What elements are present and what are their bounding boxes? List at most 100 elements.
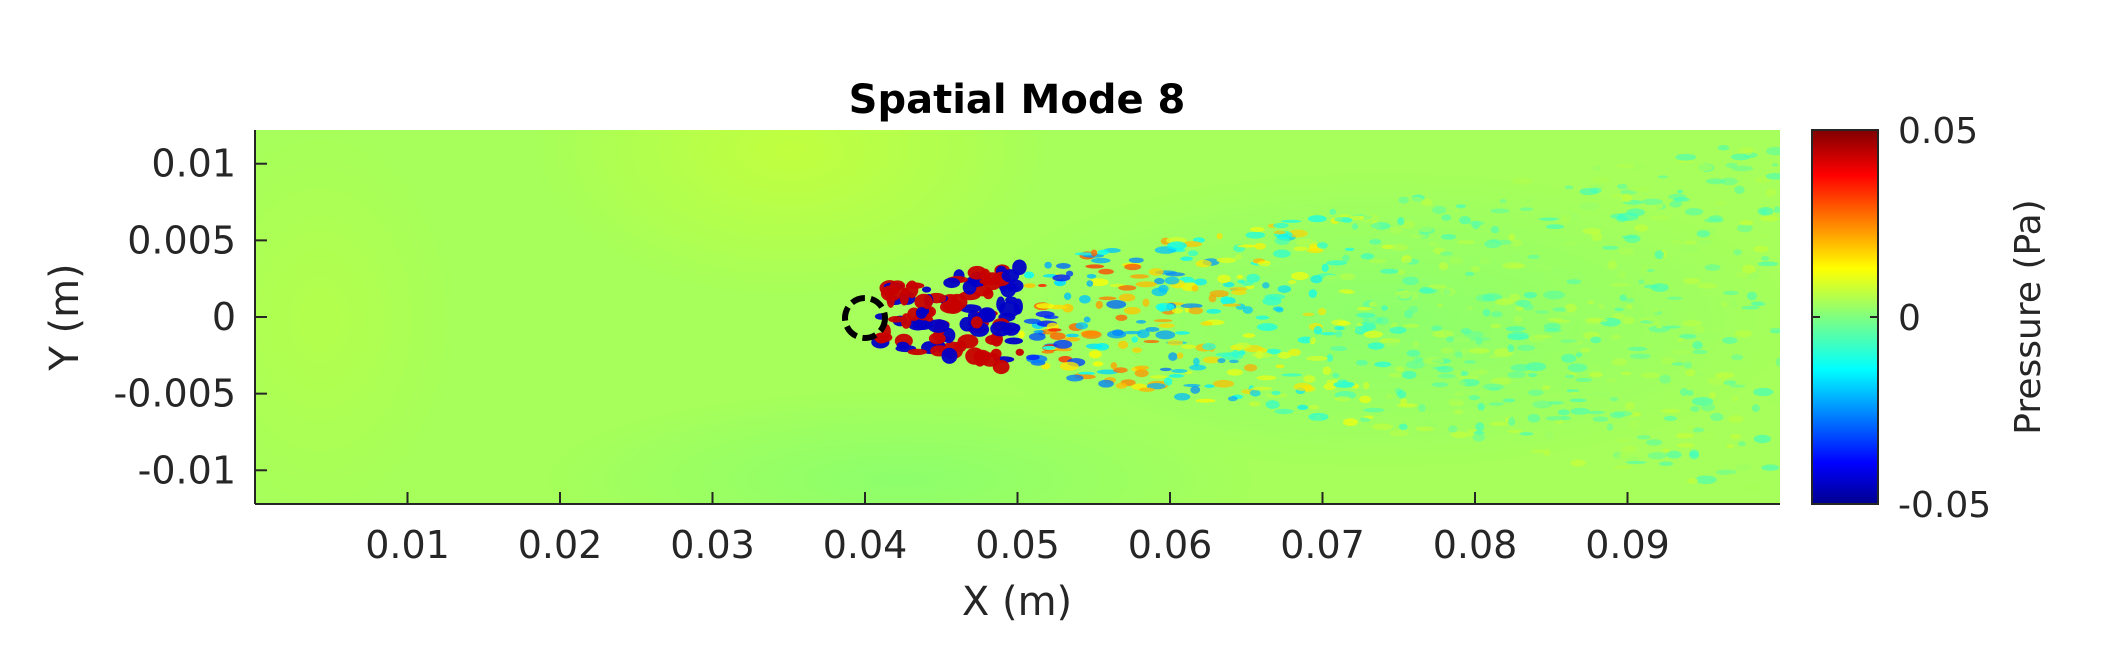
wake-fluctuation — [1257, 260, 1271, 267]
wake-fluctuation — [1187, 250, 1199, 257]
chart-title: Spatial Mode 8 — [849, 77, 1186, 123]
wake-fluctuation — [1679, 333, 1697, 339]
wake-fluctuation — [1552, 307, 1569, 312]
wake-fluctuation — [1567, 363, 1588, 373]
wake-fluctuation — [1408, 305, 1419, 314]
wake-fluctuation — [1134, 369, 1149, 378]
wake-fluctuation — [1538, 217, 1561, 221]
wake-fluctuation — [1566, 389, 1580, 393]
wake-fluctuation — [1115, 382, 1128, 389]
wake-fluctuation — [1721, 302, 1728, 307]
wake-fluctuation — [1356, 306, 1373, 311]
wake-fluctuation — [1028, 332, 1046, 341]
wake-fluctuation — [1455, 389, 1477, 395]
wake-fluctuation — [1165, 272, 1186, 277]
wake-fluctuation — [1158, 323, 1175, 328]
wake-fluctuation — [1334, 326, 1345, 331]
wake-fluctuation — [1402, 276, 1419, 286]
wake-fluctuation — [1753, 434, 1771, 444]
wake-fluctuation — [1363, 330, 1384, 339]
wake-fluctuation — [1426, 284, 1447, 289]
wake-fluctuation — [1088, 278, 1109, 287]
wake-fluctuation — [1001, 269, 1020, 283]
wake-fluctuation — [1735, 463, 1753, 472]
wake-fluctuation — [1128, 257, 1144, 264]
wake-fluctuation — [1271, 390, 1281, 396]
wake-fluctuation — [1586, 410, 1605, 415]
wake-fluctuation — [1746, 291, 1758, 301]
wake-fluctuation — [1418, 226, 1433, 233]
wake-fluctuation — [1490, 377, 1512, 385]
wake-fluctuation — [1134, 365, 1150, 370]
wake-fluctuation — [1132, 347, 1142, 353]
wake-fluctuation — [1142, 298, 1150, 307]
wake-fluctuation — [1507, 344, 1515, 353]
wake-fluctuation — [1257, 323, 1278, 332]
wake-fluctuation — [1523, 292, 1537, 299]
wake-fluctuation — [1389, 326, 1407, 334]
wake-fluctuation — [1131, 336, 1138, 343]
wake-fluctuation — [1691, 411, 1699, 416]
wake-fluctuation — [1297, 404, 1309, 410]
wake-fluctuation — [1565, 374, 1576, 379]
wake-fluctuation — [1640, 372, 1660, 379]
wake-fluctuation — [1489, 421, 1509, 427]
wake-fluctuation — [1505, 326, 1526, 332]
wake-fluctuation — [1273, 230, 1286, 235]
wake-fluctuation — [1405, 360, 1425, 369]
wake-fluctuation — [1664, 325, 1681, 329]
wake-fluctuation — [1235, 342, 1251, 349]
wake-fluctuation — [1339, 273, 1356, 281]
wake-fluctuation — [1587, 300, 1595, 305]
wake-fluctuation — [1309, 337, 1316, 345]
wake-fluctuation — [962, 280, 977, 295]
wake-fluctuation — [1564, 240, 1578, 246]
wake-fluctuation — [1036, 303, 1055, 309]
wake-fluctuation — [1419, 286, 1433, 294]
wake-fluctuation — [1451, 379, 1466, 388]
wake-fluctuation — [1086, 273, 1097, 279]
wake-fluctuation — [1397, 217, 1405, 226]
wake-fluctuation — [1078, 371, 1096, 376]
wake-fluctuation — [1389, 429, 1410, 437]
wake-fluctuation — [1669, 200, 1682, 208]
wake-fluctuation — [1350, 215, 1365, 221]
wake-fluctuation — [1351, 223, 1359, 230]
wake-fluctuation — [1560, 339, 1578, 344]
wake-fluctuation — [1273, 249, 1291, 258]
wake-fluctuation — [943, 277, 961, 289]
wake-fluctuation — [1477, 402, 1485, 411]
wake-fluctuation — [1063, 337, 1081, 342]
wake-fluctuation — [1343, 418, 1358, 426]
wake-fluctuation — [1629, 186, 1651, 192]
wake-fluctuation — [1436, 365, 1454, 373]
wake-fluctuation — [1765, 146, 1780, 156]
wake-fluctuation — [1018, 330, 1025, 339]
wake-pattern — [871, 145, 1780, 491]
wake-fluctuation — [1682, 312, 1698, 321]
wake-fluctuation — [1440, 347, 1454, 354]
wake-fluctuation — [1575, 352, 1583, 358]
wake-fluctuation — [1448, 425, 1458, 433]
wake-fluctuation — [1557, 403, 1571, 408]
wake-fluctuation — [1547, 317, 1564, 322]
wake-fluctuation — [1236, 274, 1244, 279]
wake-fluctuation — [1617, 212, 1639, 221]
wake-fluctuation — [1494, 298, 1514, 306]
wake-fluctuation — [1436, 304, 1444, 308]
x-tick-label: 0.04 — [823, 523, 908, 567]
wake-fluctuation — [1744, 484, 1764, 491]
wake-fluctuation — [888, 316, 904, 323]
wake-fluctuation — [1135, 320, 1147, 324]
wake-fluctuation — [1561, 353, 1577, 363]
wake-fluctuation — [1759, 215, 1779, 222]
wake-fluctuation — [1641, 198, 1663, 206]
wake-fluctuation — [1168, 374, 1184, 378]
wake-fluctuation — [1683, 240, 1697, 245]
colorbar-ticks: 0.05 0 -0.05 — [1812, 111, 1991, 526]
wake-fluctuation — [1191, 285, 1199, 292]
wake-fluctuation — [1590, 390, 1611, 399]
wake-fluctuation — [1509, 293, 1520, 302]
wake-fluctuation — [1136, 329, 1150, 339]
wake-fluctuation — [954, 341, 967, 353]
